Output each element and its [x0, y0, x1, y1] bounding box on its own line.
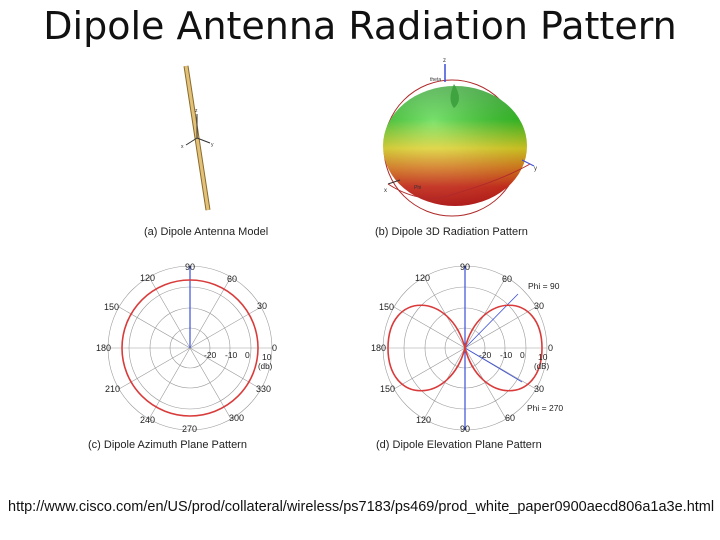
- elevation-label-180: 180: [371, 343, 386, 353]
- caption-azimuth: (c) Dipole Azimuth Plane Pattern: [88, 439, 247, 451]
- azimuth-plot: 90 60 30 0 330 300 270 240 210 180 150 1…: [96, 262, 277, 434]
- azimuth-label-180: 180: [96, 343, 111, 353]
- azimuth-label-60: 60: [227, 274, 237, 284]
- slide-title: Dipole Antenna Radiation Pattern: [43, 4, 677, 48]
- azimuth-label-210: 210: [105, 384, 120, 394]
- elevation-ring-label-minus10: -10: [500, 350, 513, 360]
- elevation-label-150-top: 150: [379, 302, 394, 312]
- pattern-y-axis: [521, 159, 535, 167]
- caption-antenna-model: (a) Dipole Antenna Model: [144, 226, 269, 238]
- caption-elevation: (d) Dipole Elevation Plane Pattern: [376, 439, 542, 451]
- azimuth-label-0: 0: [272, 343, 277, 353]
- elevation-lobe-left: [387, 304, 466, 392]
- azimuth-label-120: 120: [140, 273, 155, 283]
- elevation-label-60-bottom: 60: [505, 413, 515, 423]
- azimuth-ring-label-0: 0: [245, 350, 250, 360]
- elevation-label-60-top: 60: [502, 274, 512, 284]
- dipole-figure: z y x: [82, 56, 572, 466]
- elevation-phi-270: Phi = 270: [527, 403, 563, 413]
- azimuth-ring-label-10: 10: [262, 352, 272, 362]
- radiation-3d: z y x theta Phi: [383, 58, 537, 217]
- azimuth-ring-label-minus20: -20: [204, 350, 217, 360]
- elevation-phi-90: Phi = 90: [528, 281, 560, 291]
- model-x-axis: [185, 137, 198, 146]
- elevation-ring-label-0: 0: [520, 350, 525, 360]
- azimuth-label-330: 330: [256, 384, 271, 394]
- pattern-z-label: z: [443, 58, 446, 64]
- pattern-x-label: x: [384, 188, 387, 194]
- elevation-unit: (dB): [534, 362, 549, 371]
- azimuth-unit: (db): [258, 362, 273, 371]
- phi-arc: [387, 163, 531, 199]
- elevation-label-150-bottom: 150: [380, 384, 395, 394]
- azimuth-label-90: 90: [185, 262, 195, 272]
- pattern-x-axis: [387, 179, 401, 185]
- azimuth-ring-label-minus10: -10: [225, 350, 238, 360]
- phi-label: Phi: [414, 185, 421, 191]
- azimuth-label-270: 270: [182, 424, 197, 434]
- elevation-ring-label-minus20: -20: [479, 350, 492, 360]
- azimuth-label-300: 300: [229, 413, 244, 423]
- elevation-lobe-right: [464, 304, 543, 392]
- model-z-label: z: [195, 108, 198, 114]
- elevation-label-90-bottom: 90: [460, 424, 470, 434]
- azimuth-label-150: 150: [104, 302, 119, 312]
- toroid-shading: [383, 86, 527, 206]
- antenna-model: z y x: [181, 65, 214, 211]
- elevation-plot: 90 60 30 0 30 60 90 120 150 180 150 120 …: [371, 262, 563, 434]
- azimuth-pattern: [121, 279, 259, 417]
- pattern-y-label: y: [534, 166, 537, 172]
- elevation-label-0: 0: [548, 343, 553, 353]
- elevation-phi-90-line: [464, 293, 519, 349]
- model-y-axis: [196, 137, 211, 144]
- source-url[interactable]: http://www.cisco.com/en/US/prod/collater…: [8, 499, 715, 515]
- elevation-ring-label-10: 10: [538, 352, 548, 362]
- azimuth-label-30: 30: [257, 301, 267, 311]
- elevation-label-120-bottom: 120: [416, 415, 431, 425]
- figure-svg: z y x: [96, 58, 563, 434]
- model-x-label: x: [181, 144, 184, 150]
- model-y-label: y: [211, 142, 214, 148]
- toroid-dimple: [450, 84, 459, 108]
- theta-label: theta: [430, 77, 441, 83]
- elevation-label-30-bottom: 30: [534, 384, 544, 394]
- caption-3d-pattern: (b) Dipole 3D Radiation Pattern: [375, 226, 528, 238]
- elevation-label-90-top: 90: [460, 262, 470, 272]
- azimuth-label-240: 240: [140, 415, 155, 425]
- elevation-label-120-top: 120: [415, 273, 430, 283]
- elevation-phi-270-line: [464, 347, 523, 383]
- elevation-label-30-top: 30: [534, 301, 544, 311]
